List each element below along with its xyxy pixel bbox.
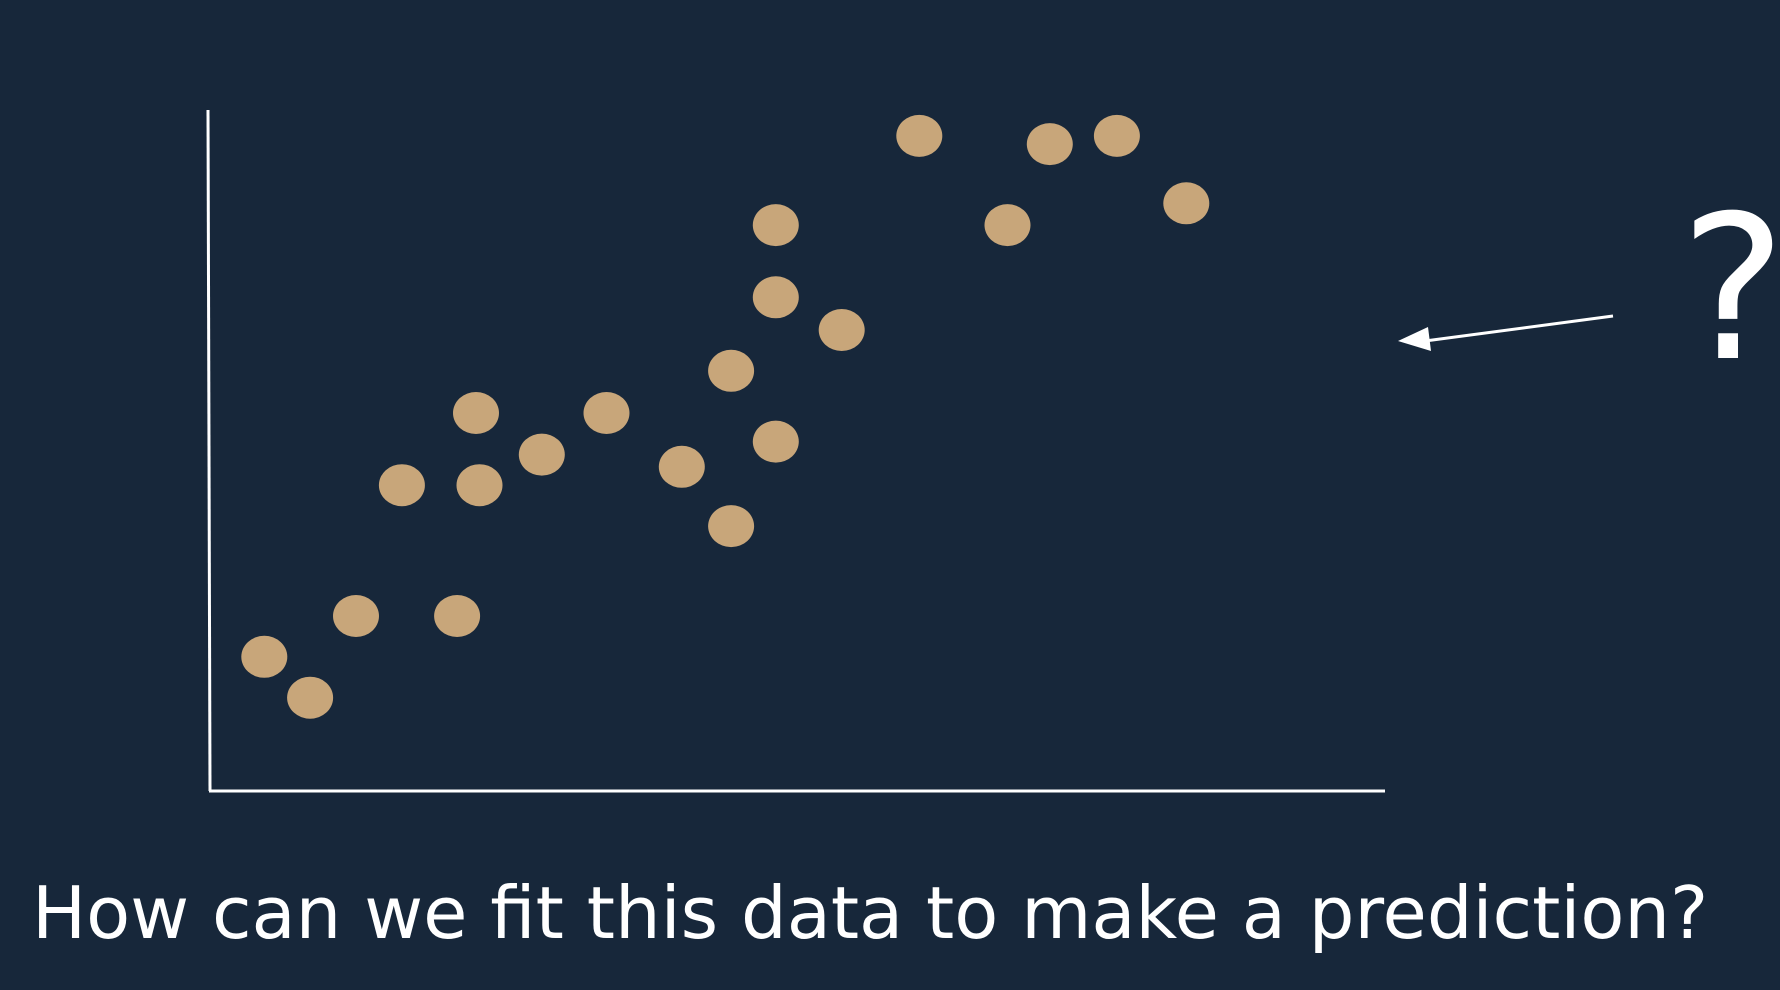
slide-caption: How can we fit this data to make a predi… <box>32 871 1709 955</box>
data-point-17 <box>896 114 943 157</box>
data-point-5 <box>434 595 481 637</box>
data-point-9 <box>583 392 630 434</box>
prediction-arrow <box>1398 314 1614 351</box>
data-point-6 <box>453 392 499 434</box>
data-point-14 <box>752 276 799 319</box>
data-point-12 <box>708 349 755 392</box>
data-point-18 <box>984 204 1031 247</box>
data-point-19 <box>1026 123 1073 166</box>
data-point-10 <box>658 445 705 488</box>
data-point-16 <box>818 309 865 351</box>
data-point-3 <box>333 595 379 637</box>
chart-axes <box>206 109 1385 793</box>
data-point-20 <box>1093 114 1140 157</box>
question-mark-text: ? <box>1680 173 1780 406</box>
arrow-shaft <box>1424 314 1614 343</box>
data-points <box>241 114 1210 719</box>
data-point-2 <box>287 676 334 719</box>
y-axis <box>206 109 212 792</box>
arrow-head <box>1398 327 1431 351</box>
data-point-11 <box>708 505 755 548</box>
data-point-1 <box>241 635 288 678</box>
data-point-21 <box>1163 182 1210 225</box>
data-point-8 <box>518 433 565 476</box>
data-point-15 <box>752 204 799 247</box>
data-point-7 <box>456 464 503 507</box>
data-point-4 <box>378 464 425 507</box>
data-point-13 <box>752 420 799 463</box>
